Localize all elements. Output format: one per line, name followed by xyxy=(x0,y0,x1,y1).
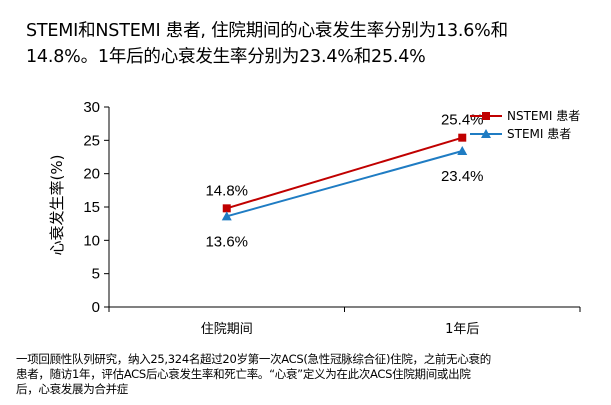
data-label: 25.4% xyxy=(441,112,484,129)
series-line-1 xyxy=(226,136,463,210)
axes: 0 5 10 15 20 25 30 住院期间 1年后 xyxy=(83,99,581,337)
y-tick-label: 15 xyxy=(83,199,100,216)
y-tick-label: 5 xyxy=(92,266,100,283)
data-point-marker xyxy=(458,133,467,142)
x-tick-label: 住院期间 xyxy=(201,322,253,337)
y-tick-label: 0 xyxy=(92,299,100,316)
data-label: 23.4% xyxy=(441,168,484,185)
y-tick-label: 30 xyxy=(83,99,100,116)
footnote: 一项回顾性队列研究，纳入25,324名超过20岁第一次ACS(急性冠脉综合征)住… xyxy=(16,352,606,397)
legend-label: NSTEMI 患者 xyxy=(507,109,580,123)
headline: STEMI和NSTEMI 患者, 住院期间的心衰发生率分别为13.6%和 14.… xyxy=(26,18,596,70)
y-tick-label: 20 xyxy=(83,166,100,183)
data-point-marker xyxy=(222,204,231,213)
data-label: 13.6% xyxy=(205,233,248,250)
data-point-marker xyxy=(457,146,468,155)
x-tick-label: 1年后 xyxy=(445,322,479,337)
data-point-marker xyxy=(221,211,232,221)
legend-marker xyxy=(481,129,491,138)
series-layer: 14.8% 25.4% 13.6% 23.4% xyxy=(205,112,483,251)
legend-marker xyxy=(482,112,490,120)
legend-label: STEMI 患者 xyxy=(507,127,571,141)
headline-line-2: 14.8%。1年后的心衰发生率分别为23.4%和25.4% xyxy=(26,47,426,67)
footnote-line-1: 一项回顾性队列研究，纳入25,324名超过20岁第一次ACS(急性冠脉综合征)住… xyxy=(16,352,491,366)
footnote-line-3: 后，心衰发展为合并症 xyxy=(16,382,128,396)
data-label: 14.8% xyxy=(205,182,248,199)
y-tick-label: 10 xyxy=(83,232,100,249)
y-tick-label: 25 xyxy=(83,132,100,149)
series-line-2 xyxy=(226,150,463,218)
y-axis-label: 心衰发生率(%) xyxy=(48,155,66,256)
legend: NSTEMI 患者 STEMI 患者 xyxy=(470,109,580,141)
footnote-line-2: 患者，随访1年，评估ACS后心衰发生率和死亡率。“心衰”定义为在此次ACS住院期… xyxy=(16,367,471,381)
headline-line-1: STEMI和NSTEMI 患者, 住院期间的心衰发生率分别为13.6%和 xyxy=(26,21,508,41)
